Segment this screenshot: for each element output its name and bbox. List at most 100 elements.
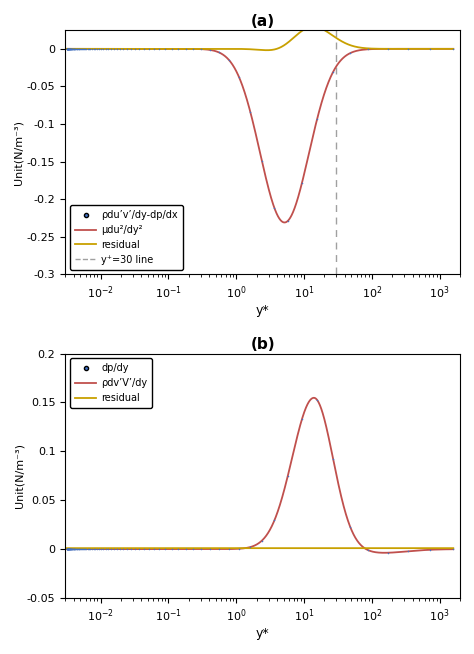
Point bbox=[84, 544, 91, 555]
Point bbox=[95, 544, 103, 555]
Point bbox=[68, 44, 75, 54]
Point bbox=[110, 44, 118, 54]
Point bbox=[70, 44, 78, 54]
Point bbox=[206, 44, 214, 55]
Point bbox=[116, 544, 124, 555]
Point bbox=[66, 544, 74, 555]
Point bbox=[76, 544, 83, 555]
Point bbox=[65, 44, 73, 54]
Point bbox=[174, 44, 182, 54]
Point bbox=[76, 44, 83, 54]
Point bbox=[65, 544, 73, 555]
Point bbox=[64, 44, 72, 54]
Point bbox=[97, 44, 105, 54]
Point bbox=[162, 44, 169, 54]
Point bbox=[70, 44, 77, 54]
Point bbox=[236, 543, 243, 554]
Point bbox=[365, 44, 372, 54]
Point bbox=[82, 544, 89, 555]
Point bbox=[131, 544, 138, 555]
Point bbox=[65, 544, 73, 555]
Point bbox=[66, 544, 73, 555]
Point bbox=[78, 544, 86, 555]
Point bbox=[198, 44, 205, 54]
Point bbox=[93, 44, 101, 54]
Point bbox=[107, 544, 115, 555]
Point bbox=[67, 44, 75, 54]
Point bbox=[65, 44, 73, 54]
Point bbox=[113, 44, 120, 54]
Title: (a): (a) bbox=[251, 14, 275, 29]
Point bbox=[71, 44, 78, 54]
Point bbox=[64, 544, 71, 555]
Point bbox=[87, 44, 94, 54]
Point bbox=[66, 544, 73, 555]
Point bbox=[68, 544, 75, 555]
Point bbox=[168, 544, 175, 555]
Point bbox=[102, 44, 109, 54]
Point bbox=[67, 544, 74, 555]
Point bbox=[246, 542, 254, 553]
Point bbox=[91, 544, 99, 555]
Point bbox=[68, 544, 75, 555]
Point bbox=[113, 544, 120, 555]
Point bbox=[150, 544, 158, 555]
Point bbox=[100, 544, 107, 555]
Point bbox=[73, 544, 81, 555]
Point bbox=[84, 44, 91, 54]
Point bbox=[68, 544, 76, 555]
Point bbox=[66, 44, 73, 54]
Point bbox=[63, 544, 71, 555]
Point bbox=[67, 544, 74, 555]
Point bbox=[79, 544, 87, 555]
Point bbox=[85, 44, 93, 54]
Point bbox=[68, 44, 75, 54]
Point bbox=[71, 44, 79, 54]
Point bbox=[346, 521, 354, 532]
X-axis label: y*: y* bbox=[256, 627, 269, 640]
Point bbox=[74, 544, 82, 555]
Point bbox=[206, 544, 214, 555]
Point bbox=[66, 544, 73, 555]
Point bbox=[145, 44, 153, 54]
Point bbox=[66, 44, 73, 54]
Point bbox=[150, 44, 158, 54]
Point bbox=[123, 544, 130, 555]
Point bbox=[64, 544, 72, 555]
Point bbox=[64, 44, 72, 54]
Point bbox=[64, 544, 71, 555]
Point bbox=[140, 44, 147, 54]
Point bbox=[82, 44, 89, 54]
Point bbox=[127, 44, 135, 54]
Legend: ρdu’v’/dy-dp/dx, μdu²/dy², residual, y⁺=30 line: ρdu’v’/dy-dp/dx, μdu²/dy², residual, y⁺=… bbox=[70, 205, 182, 269]
Point bbox=[69, 544, 76, 555]
Point bbox=[182, 544, 189, 555]
Point bbox=[69, 44, 76, 54]
Point bbox=[404, 546, 412, 557]
Point bbox=[90, 544, 97, 555]
Point bbox=[64, 44, 72, 54]
Point bbox=[71, 544, 79, 555]
Point bbox=[65, 544, 73, 555]
Point bbox=[65, 544, 73, 555]
Point bbox=[64, 544, 71, 555]
Point bbox=[135, 544, 143, 555]
Point bbox=[271, 203, 278, 213]
Point bbox=[140, 544, 147, 555]
Point bbox=[127, 544, 135, 555]
Point bbox=[102, 544, 109, 555]
Point bbox=[65, 44, 73, 54]
Point bbox=[298, 414, 306, 424]
Point bbox=[69, 544, 76, 555]
Point bbox=[73, 544, 81, 555]
Point bbox=[67, 44, 74, 54]
Point bbox=[246, 107, 254, 117]
Point bbox=[189, 544, 197, 555]
Point bbox=[95, 44, 103, 54]
Point bbox=[65, 44, 73, 54]
Point bbox=[75, 44, 82, 54]
Point bbox=[258, 536, 266, 546]
Point bbox=[116, 44, 124, 54]
Point bbox=[73, 44, 81, 54]
Point bbox=[65, 44, 73, 54]
